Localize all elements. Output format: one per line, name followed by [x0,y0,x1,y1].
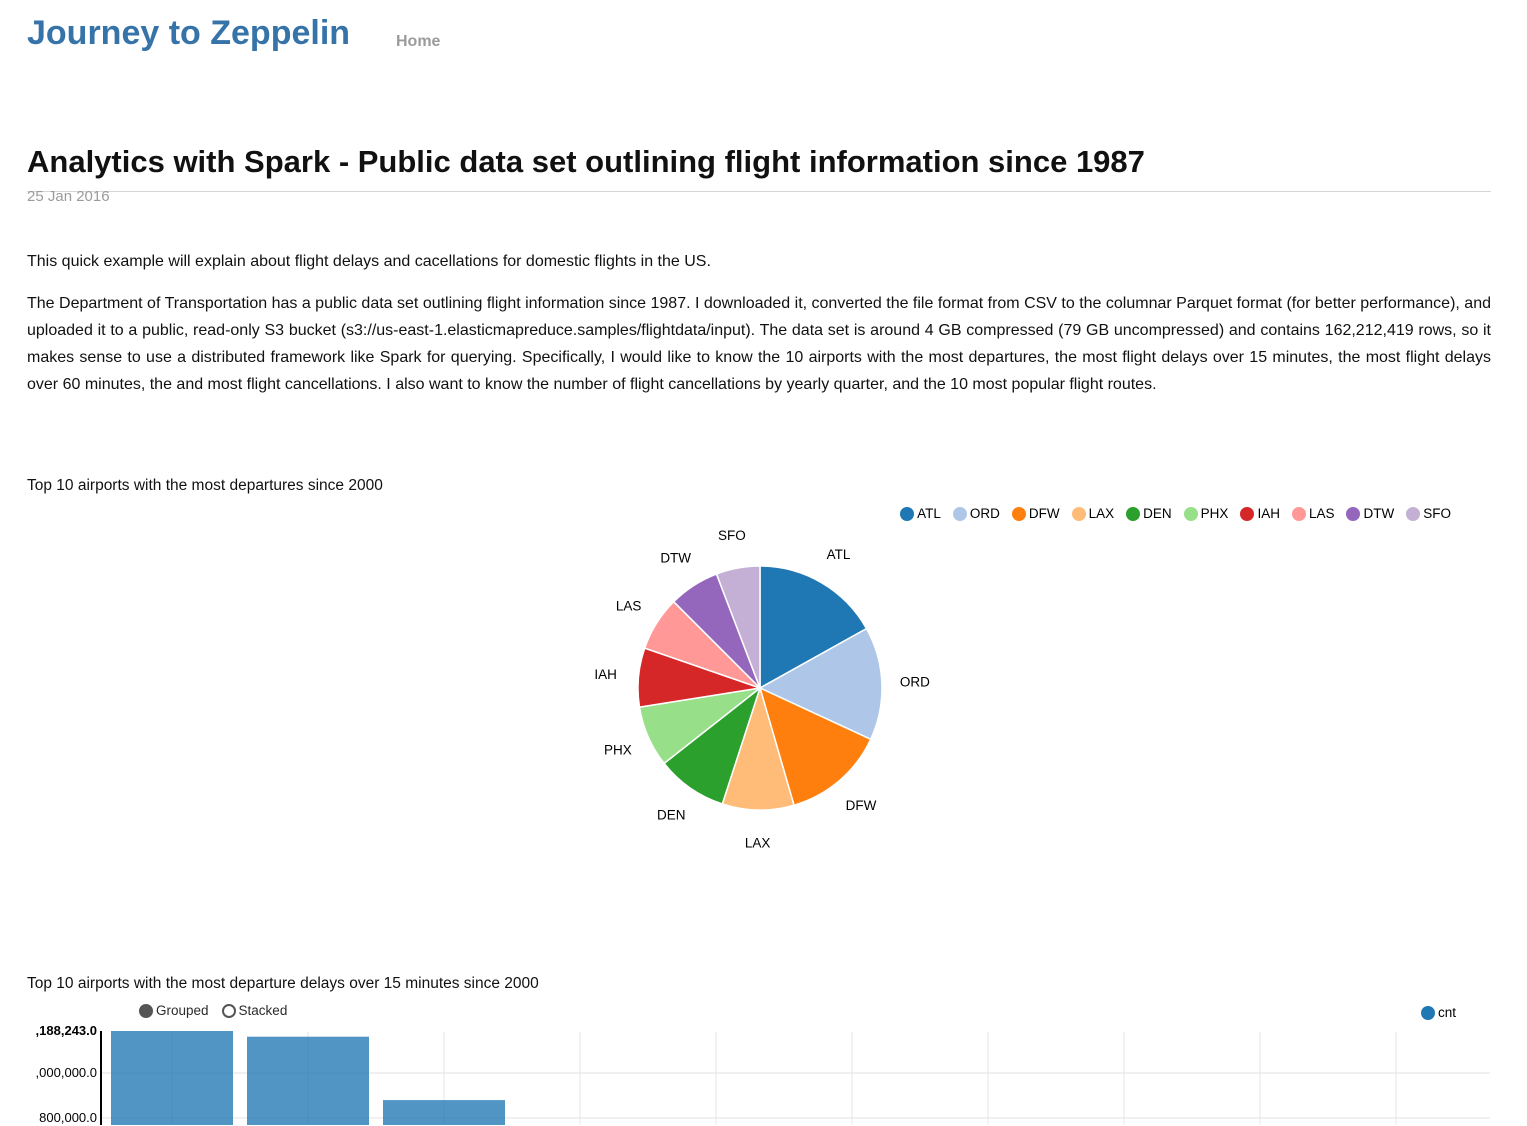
bar-chart-mode-controls: Grouped Stacked [139,1003,300,1018]
nav-home-link[interactable]: Home [396,33,441,50]
pie-slice-ord[interactable] [758,627,883,741]
site-title-link[interactable]: Journey to Zeppelin [27,14,351,52]
legend-dot-icon [1346,506,1361,521]
radio-selected-icon [139,1003,153,1018]
legend-label: DTW [1363,506,1395,521]
pie-legend-item-dfw[interactable]: DFW [1011,506,1060,521]
post-date: 25 Jan 2016 [27,188,110,205]
legend-dot-icon [1420,1005,1435,1020]
legend-dot-icon [1291,506,1306,521]
bar-2[interactable] [247,1036,369,1125]
pie-slice-label-las: LAS [616,598,642,613]
bar-legend: cnt [1409,1005,1456,1020]
pie-legend: ATL ORD DFW LAX DEN PHX IAH LAS DTW SFO [888,506,1451,521]
pie-slice-label-sfo: SFO [718,528,746,543]
pie-legend-item-dtw[interactable]: DTW [1346,506,1394,521]
pie-slice-label-ord: ORD [900,675,930,690]
legend-label: LAX [1088,506,1115,521]
legend-label: DEN [1143,506,1172,521]
pie-slice-atl[interactable] [759,565,868,690]
intro-paragraph: This quick example will explain about fl… [27,253,711,270]
pie-slice-label-iah: IAH [594,667,617,682]
legend-dot-icon [1240,506,1255,521]
bar-3[interactable] [383,1100,505,1125]
legend-dot-icon [900,506,915,521]
post-title: Analytics with Spark - Public data set o… [27,143,1491,192]
radio-label: Stacked [238,1003,288,1018]
y-axis-tick-label: ,188,243.0 [35,1023,97,1038]
bar-legend-item-cnt[interactable]: cnt [1420,1005,1456,1020]
legend-dot-icon [1071,506,1086,521]
radio-unselected-icon [221,1003,236,1018]
pie-slice-label-dfw: DFW [846,798,877,813]
pie-legend-item-sfo[interactable]: SFO [1406,506,1451,521]
pie-legend-item-las[interactable]: LAS [1291,506,1335,521]
bar-chart[interactable] [0,1020,1527,1125]
pie-slice-dfw[interactable] [758,686,872,807]
pie-legend-item-lax[interactable]: LAX [1071,506,1115,521]
legend-label: ATL [917,506,941,521]
pie-slice-label-phx: PHX [604,743,632,758]
legend-dot-icon [1011,506,1026,521]
legend-label: SFO [1423,506,1451,521]
legend-dot-icon [1183,506,1198,521]
pie-legend-item-iah[interactable]: IAH [1240,506,1280,521]
pie-slice-sfo[interactable] [715,565,761,689]
pie-legend-item-den[interactable]: DEN [1126,506,1172,521]
pie-chart-title: Top 10 airports with the most departures… [27,477,383,494]
legend-label: ORD [969,506,1000,521]
legend-label: cnt [1437,1005,1456,1020]
legend-label: PHX [1200,506,1229,521]
radio-label: Grouped [156,1003,209,1018]
bar-1[interactable] [111,1031,233,1125]
bar-chart-title: Top 10 airports with the most departure … [27,975,539,992]
pie-slice-label-den: DEN [657,808,686,823]
pie-chart[interactable]: ATL ORD DFW LAX DEN PHX IAH LAS DTW SFO [560,518,960,863]
y-axis-tick-label: 800,000.0 [39,1110,97,1125]
legend-label: LAS [1308,506,1335,521]
pie-slice-label-lax: LAX [745,836,771,851]
body-paragraph: The Department of Transportation has a p… [27,295,1491,393]
pie-legend-item-atl[interactable]: ATL [900,506,941,521]
bar-mode-grouped[interactable]: Grouped [139,1003,209,1018]
legend-dot-icon [952,506,967,521]
legend-dot-icon [1126,506,1141,521]
pie-slice-label-atl: ATL [827,547,851,562]
legend-label: DFW [1028,506,1060,521]
pie-slice-label-dtw: DTW [660,550,691,565]
y-axis-tick-label: ,000,000.0 [35,1065,97,1081]
legend-dot-icon [1406,506,1421,521]
bar-mode-stacked[interactable]: Stacked [221,1003,288,1018]
legend-label: IAH [1257,506,1280,521]
pie-legend-item-ord[interactable]: ORD [952,506,1000,521]
pie-legend-item-phx[interactable]: PHX [1183,506,1229,521]
